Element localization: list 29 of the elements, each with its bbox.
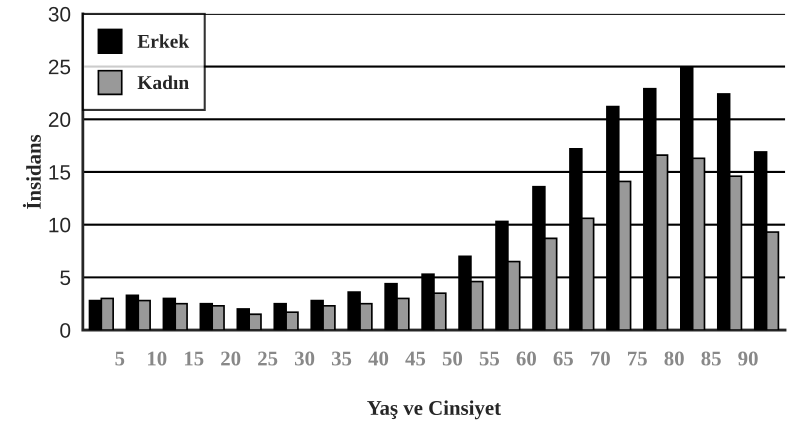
- x-tick-label: 25: [258, 352, 278, 366]
- x-tick-label: 40: [368, 352, 388, 366]
- y-axis-title: İnsidans: [22, 134, 41, 209]
- y-tick-label: 10: [49, 218, 70, 232]
- x-tick-label: 20: [221, 352, 240, 366]
- x-tick-label: 10: [148, 352, 166, 366]
- x-tick-label: 45: [405, 352, 426, 366]
- x-tick-label: 90: [738, 352, 758, 366]
- x-tick-label: 55: [480, 352, 500, 366]
- x-tick-label: 85: [701, 352, 721, 366]
- y-tick-label: 0: [60, 323, 70, 338]
- x-tick-label: 65: [554, 352, 573, 366]
- x-tick-label: 75: [628, 352, 647, 366]
- y-tick-label: 15: [49, 165, 70, 180]
- x-axis-title: Yaş ve Cinsiyet: [367, 400, 501, 420]
- x-tick-label: 5: [115, 352, 124, 366]
- legend-label: Erkek: [138, 34, 190, 48]
- y-tick-label: 25: [48, 60, 70, 74]
- x-tick-label: 70: [591, 352, 610, 366]
- y-tick-label: 30: [48, 6, 70, 22]
- y-tick-label: 5: [60, 270, 70, 286]
- x-tick-label: 15: [184, 352, 204, 366]
- x-tick-label: 35: [332, 352, 352, 366]
- y-tick-label: 20: [48, 112, 70, 128]
- legend-label: Kadın: [138, 75, 189, 90]
- x-tick-label: 80: [664, 352, 684, 366]
- x-tick-label: 60: [516, 352, 536, 366]
- x-tick-label: 30: [294, 352, 314, 366]
- x-tick-label: 50: [442, 352, 462, 366]
